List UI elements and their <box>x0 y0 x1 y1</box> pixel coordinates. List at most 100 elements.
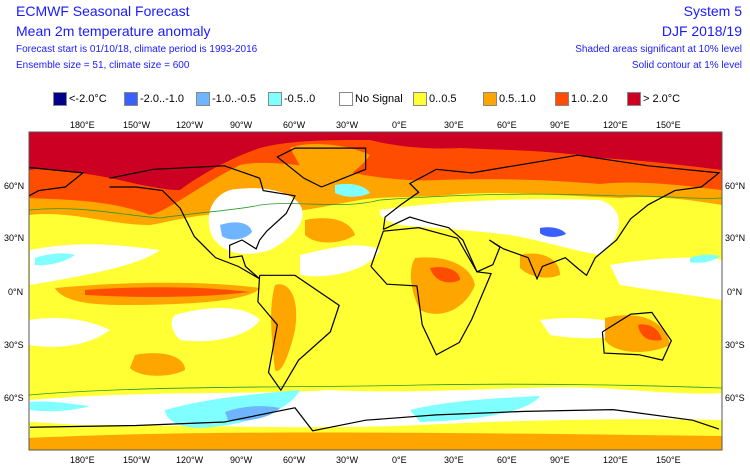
shade-orange-spacific <box>130 353 185 376</box>
map-frame <box>28 131 723 451</box>
lat-label: 60°S <box>725 393 745 403</box>
legend-swatch <box>339 92 353 106</box>
shade-white-eurasia <box>379 199 619 255</box>
lon-label: 30°W <box>336 455 359 465</box>
legend-swatch <box>627 92 641 106</box>
lon-label: 120°W <box>176 455 204 465</box>
shade-darkred-north <box>29 132 722 190</box>
season-label: DJF 2018/19 <box>661 23 742 39</box>
lat-label: 60°N <box>4 181 25 191</box>
legend-swatch <box>53 92 67 106</box>
contour-note: Solid contour at 1% level <box>631 60 742 71</box>
subtitle: Mean 2m temperature anomaly <box>16 23 211 39</box>
shade-orange-atlantic <box>305 218 355 243</box>
legend-item: <-2.0°C <box>53 92 107 106</box>
shade-orange-africa <box>410 257 475 314</box>
system-label: System 5 <box>683 3 742 19</box>
shade-cyan-north-atlantic <box>335 183 370 197</box>
legend-label: > 2.0°C <box>643 93 681 105</box>
coastline-north-america <box>109 165 296 280</box>
shade-white-atlantic <box>300 245 380 277</box>
lon-label: 0°E <box>392 455 407 465</box>
legend-swatch <box>555 92 569 106</box>
shade-blue-tibet <box>540 227 566 237</box>
lat-label: 0°N <box>727 287 743 297</box>
lon-label: 30°E <box>444 455 464 465</box>
lat-label: 60°S <box>4 393 24 403</box>
legend-item: -1.0..-0.5 <box>196 92 256 106</box>
legend-item: 1.0..2.0 <box>555 92 608 106</box>
lon-label: 90°W <box>230 455 253 465</box>
lon-label: 150°E <box>656 455 681 465</box>
lon-label: 60°W <box>283 455 306 465</box>
legend-item: 0..0.5 <box>413 92 457 106</box>
lat-label: 0°N <box>8 287 24 297</box>
lon-label: 90°W <box>230 120 253 130</box>
shade-orange-india <box>520 253 560 278</box>
lat-label: 30°N <box>4 233 25 243</box>
legend-swatch <box>196 92 210 106</box>
contour-line <box>29 383 722 396</box>
title: ECMWF Seasonal Forecast <box>16 3 190 19</box>
legend-swatch <box>268 92 282 106</box>
coastline-africa <box>370 227 492 356</box>
lon-label: 30°E <box>444 120 464 130</box>
legend-item: No Signal <box>339 92 403 106</box>
coastline-antarctica <box>29 407 720 432</box>
legend-label: 0.5..1.0 <box>499 93 536 105</box>
lon-label: 60°W <box>283 120 306 130</box>
shade-orange-greenland <box>290 144 370 200</box>
coastline-south-america <box>257 274 340 392</box>
coastlines <box>29 147 721 432</box>
legend-label: -2.0..-1.0 <box>140 93 185 105</box>
legend-item: -2.0..-1.0 <box>124 92 184 106</box>
shade-orange-australia <box>605 315 670 352</box>
legend-item: -0.5..0 <box>268 92 315 106</box>
shade-orange-antarctica <box>29 432 722 450</box>
lon-label: 120°E <box>603 455 628 465</box>
legend-label: No Signal <box>355 93 403 105</box>
legend-swatch <box>124 92 138 106</box>
significance-note: Shaded areas significant at 10% level <box>575 44 742 55</box>
shade-red-africa <box>430 267 460 283</box>
lon-label: 180°E <box>70 120 95 130</box>
shade-red-enso <box>85 287 250 297</box>
lat-label: 30°S <box>4 340 24 350</box>
legend-item: 0.5..1.0 <box>483 92 536 106</box>
shade-lightblue-usa <box>220 222 252 240</box>
lon-label: 180°E <box>70 455 95 465</box>
lon-label: 120°E <box>603 120 628 130</box>
legend-swatch <box>483 92 497 106</box>
lon-label: 90°E <box>550 455 570 465</box>
shade-cyan-bellingshausen <box>165 390 300 428</box>
lat-label: 30°S <box>725 340 745 350</box>
ensemble-info: Ensemble size = 51, climate size = 600 <box>16 60 190 71</box>
lon-label: 150°W <box>123 120 151 130</box>
lat-label: 60°N <box>725 181 746 191</box>
legend-label: -0.5..0 <box>284 93 316 105</box>
shade-cyan-npacific <box>35 253 75 266</box>
shade-cyan-southwest <box>30 401 90 412</box>
lat-label: 30°N <box>725 233 746 243</box>
lon-label: 0°E <box>392 120 407 130</box>
lon-label: 150°E <box>656 120 681 130</box>
lon-label: 120°W <box>176 120 204 130</box>
lon-label: 60°E <box>497 120 517 130</box>
shade-cyan-indian-south <box>410 396 540 422</box>
coastline-australia <box>601 311 672 361</box>
shade-white-spacific-west <box>29 318 110 347</box>
lon-label: 30°W <box>336 120 359 130</box>
color-legend: <-2.0°C -2.0..-1.0 -1.0..-0.5 -0.5..0 No… <box>0 92 750 110</box>
shade-white-wpacific <box>610 257 722 300</box>
legend-swatch <box>413 92 427 106</box>
legend-label: 0..0.5 <box>429 93 457 105</box>
shade-red-australia <box>638 324 662 341</box>
legend-label: -1.0..-0.5 <box>212 93 257 105</box>
legend-item: > 2.0°C <box>627 92 680 106</box>
shade-white-spacific <box>171 308 260 342</box>
coastline-greenland <box>276 147 367 188</box>
lon-label: 90°E <box>550 120 570 130</box>
lon-label: 150°W <box>123 455 151 465</box>
shade-orange-south-america <box>271 284 297 371</box>
